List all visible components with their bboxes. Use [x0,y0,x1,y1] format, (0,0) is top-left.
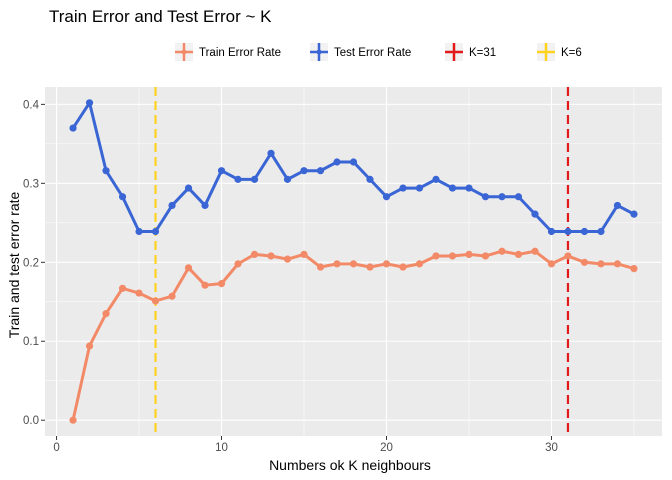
y-tick-label: 0.2 [23,257,39,269]
data-point-0 [448,252,457,260]
data-point-1 [481,193,490,201]
data-point-1 [283,175,292,183]
legend-key-point-1 [316,49,322,55]
data-point-0 [564,252,572,260]
data-point-0 [250,250,259,258]
data-point-0 [168,292,176,300]
data-point-1 [580,227,589,236]
data-point-0 [234,260,242,268]
data-point-1 [382,193,391,201]
data-point-1 [349,158,358,166]
data-point-0 [613,260,622,268]
data-point-0 [118,284,127,292]
data-point-1 [85,99,94,107]
data-point-1 [234,175,242,183]
data-point-1 [597,227,605,236]
x-tick-label: 30 [545,442,558,454]
data-point-0 [217,280,226,288]
grid [45,87,662,436]
y-axis-title: Train and test error rate [6,192,22,339]
data-point-0 [349,260,358,268]
data-point-0 [151,297,160,305]
x-axis: 0 10 20 30 [53,436,558,454]
data-point-0 [399,263,407,271]
data-point-1 [250,175,259,183]
data-point-0 [481,252,490,260]
data-point-0 [184,264,193,272]
data-point-1 [151,227,160,236]
legend-label-2: K=31 [469,47,496,59]
data-point-1 [547,227,556,236]
data-point-1 [465,184,473,192]
data-point-1 [102,167,110,175]
data-point-1 [613,201,622,210]
data-point-0 [366,263,374,271]
x-axis-title: Numbers ok K neighbours [269,457,431,473]
data-point-0 [432,252,440,260]
data-point-1 [118,193,127,201]
data-point-0 [531,247,539,255]
x-tick-label: 0 [53,442,59,454]
data-point-0 [135,289,143,297]
data-point-0 [316,263,325,271]
data-point-0 [300,250,308,258]
data-point-0 [102,310,110,318]
legend-key-point-0 [181,49,187,55]
data-point-0 [415,260,424,268]
data-point-0 [382,260,391,268]
y-tick-label: 0.3 [23,178,39,190]
legend-label-1: Test Error Rate [334,47,411,59]
data-point-1 [564,227,572,236]
data-point-1 [69,124,77,132]
data-point-0 [201,281,209,289]
data-point-1 [415,184,424,192]
legend-label-3: K=6 [561,47,582,59]
data-point-0 [580,258,589,266]
data-point-1 [316,167,325,175]
data-point-0 [514,250,523,258]
data-point-1 [630,210,638,218]
reference-lines [154,87,570,436]
data-point-0 [333,260,341,268]
data-point-1 [432,175,440,183]
data-point-1 [300,167,308,175]
data-point-1 [168,201,176,210]
legend: Train Error Rate Test Error Rate K=31 K=6 [175,43,582,61]
data-point-1 [448,184,457,192]
y-tick-label: 0.0 [23,415,39,427]
data-point-1 [184,184,193,192]
data-point-1 [267,149,275,157]
data-point-1 [201,201,209,210]
y-tick-label: 0.4 [23,99,40,111]
data-point-0 [498,247,506,255]
data-point-0 [597,260,605,268]
data-point-1 [217,167,226,175]
data-point-0 [465,250,473,258]
data-point-0 [630,265,638,273]
data-point-0 [283,255,292,263]
series-layer [69,99,638,424]
data-point-0 [267,252,275,260]
data-point-0 [85,342,94,350]
y-tick-label: 0.1 [23,336,39,348]
data-point-1 [514,193,523,201]
data-point-1 [531,210,539,218]
x-tick-label: 10 [215,442,228,454]
data-point-1 [366,175,374,183]
chart-title: Train Error and Test Error ~ K [49,7,272,26]
y-axis: 0.0 0.1 0.2 0.3 0.4 [23,99,45,427]
x-tick-label: 20 [380,442,393,454]
data-point-1 [498,193,506,201]
data-point-1 [399,184,407,192]
data-point-0 [69,416,77,424]
data-point-1 [333,158,341,166]
data-point-0 [547,260,556,268]
legend-label-0: Train Error Rate [199,47,281,59]
data-point-1 [135,227,143,236]
